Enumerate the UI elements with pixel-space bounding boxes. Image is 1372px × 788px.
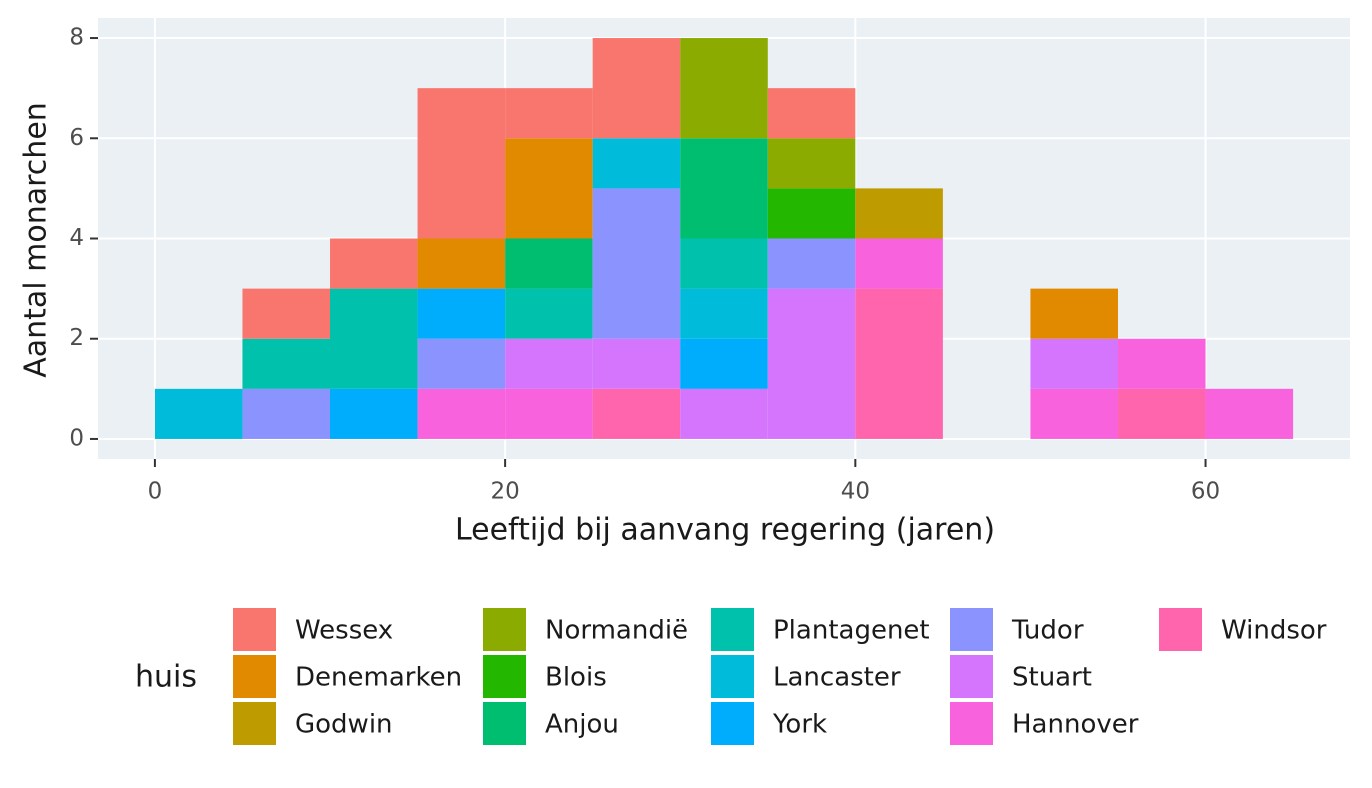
x-tick-label: 40	[841, 479, 870, 505]
legend-label: Plantagenet	[773, 616, 930, 646]
bar-segment	[680, 238, 768, 289]
legend-key	[1159, 608, 1202, 651]
bar-segment	[505, 138, 593, 239]
legend-label: Godwin	[295, 710, 393, 740]
legend-key	[483, 655, 526, 698]
bar-segment	[417, 288, 506, 339]
legend-key	[950, 702, 993, 745]
bar-segment	[1117, 388, 1206, 439]
legend-label: Windsor	[1221, 616, 1327, 646]
legend-key	[950, 608, 993, 651]
legend-key	[483, 608, 526, 651]
bar-segment	[680, 138, 768, 239]
legend-label: Stuart	[1012, 663, 1092, 693]
legend-key	[233, 655, 276, 698]
legend-title: huis	[135, 660, 197, 695]
bar-segment	[680, 388, 768, 439]
bar-segment	[680, 288, 768, 339]
bar-segment	[154, 388, 243, 439]
bar-segment	[1030, 338, 1118, 389]
legend-label: Anjou	[545, 710, 619, 740]
legend-label: Lancaster	[773, 663, 901, 693]
y-tick-label: 8	[69, 25, 84, 51]
bar-segment	[592, 388, 681, 439]
bar-segment	[592, 188, 681, 339]
bar-segment	[767, 88, 856, 139]
bar-segment	[505, 388, 593, 439]
bar-segment	[242, 338, 331, 389]
bar-segment	[417, 238, 506, 289]
bar-segment	[505, 238, 593, 289]
bar-segment	[417, 88, 506, 239]
bar-segment	[767, 138, 856, 189]
bar-segment	[855, 188, 943, 239]
bar-segment	[242, 388, 331, 439]
bar-segment	[855, 238, 943, 289]
legend-label: Normandië	[545, 616, 688, 646]
bar-segment	[505, 288, 593, 339]
bar-segment	[330, 288, 418, 389]
y-tick-label: 2	[69, 325, 84, 351]
legend-key	[233, 702, 276, 745]
bar-segment	[1117, 338, 1206, 389]
x-tick-label: 0	[148, 479, 163, 505]
legend-label: Hannover	[1012, 710, 1139, 740]
bar-segment	[1030, 288, 1118, 339]
x-tick-label: 20	[490, 479, 519, 505]
bar-segment	[767, 288, 856, 439]
bar-segment	[505, 338, 593, 389]
bar-segment	[680, 338, 768, 389]
bar-segment	[417, 338, 506, 389]
bar-segment	[592, 138, 681, 189]
y-tick-label: 0	[69, 425, 84, 451]
legend-key	[711, 655, 754, 698]
bar-segment	[242, 288, 331, 339]
x-axis-title: Leeftijd bij aanvang regering (jaren)	[455, 513, 995, 548]
bar-segment	[330, 388, 418, 439]
legend-label: Blois	[545, 663, 607, 693]
legend-key	[483, 702, 526, 745]
legend-label: Wessex	[295, 616, 393, 646]
legend-key	[711, 702, 754, 745]
bar-segment	[1030, 388, 1118, 439]
bar-segment	[680, 38, 768, 139]
bar-segment	[1205, 388, 1294, 439]
legend-label: York	[772, 710, 827, 740]
y-tick-label: 4	[69, 225, 84, 251]
bar-segment	[767, 188, 856, 239]
bar-segment	[330, 238, 418, 289]
bar-segment	[592, 338, 681, 389]
legend-key	[950, 655, 993, 698]
legend-key	[233, 608, 276, 651]
bar-segment	[505, 88, 593, 139]
legend-label: Denemarken	[295, 663, 462, 693]
y-tick-label: 6	[69, 125, 84, 151]
legend-label: Tudor	[1011, 616, 1084, 646]
x-tick-label: 60	[1191, 479, 1220, 505]
bar-segment	[767, 238, 856, 289]
y-axis-title: Aantal monarchen	[19, 102, 54, 378]
bar-segment	[592, 38, 681, 139]
bar-segment	[417, 388, 506, 439]
bar-segment	[855, 288, 943, 439]
legend-key	[711, 608, 754, 651]
